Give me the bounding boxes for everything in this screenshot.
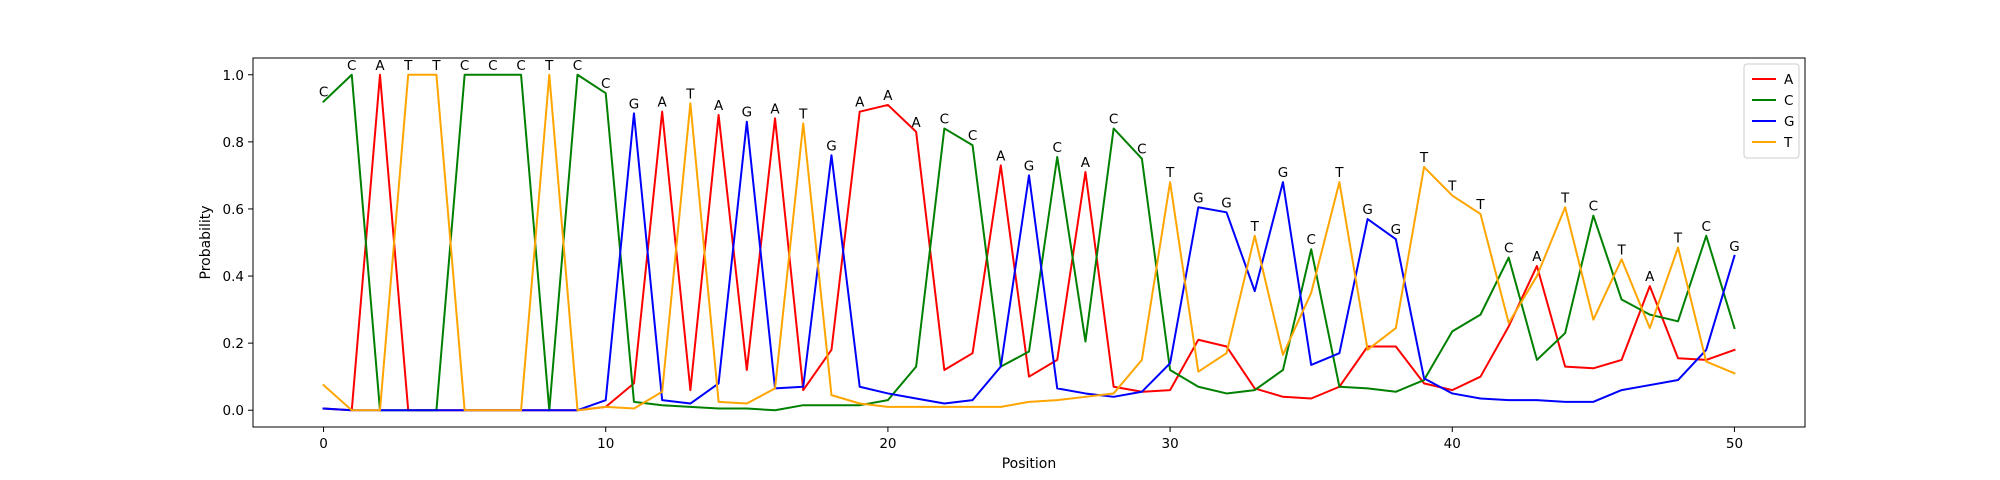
base-label: C: [1702, 219, 1711, 235]
legend-label-A: A: [1784, 72, 1794, 88]
base-label: C: [319, 85, 328, 101]
base-label: C: [968, 128, 977, 144]
y-tick-label: 1.0: [223, 68, 244, 84]
legend-label-G: G: [1784, 114, 1794, 130]
base-label: G: [1729, 239, 1739, 255]
plot-area: [253, 58, 1805, 427]
x-tick-label: 30: [1161, 436, 1178, 452]
base-label: T: [1616, 242, 1626, 258]
base-label: C: [601, 76, 610, 92]
base-label: C: [940, 111, 949, 127]
y-tick-label: 0.0: [223, 403, 244, 419]
base-label: A: [855, 95, 865, 111]
base-label: T: [1334, 165, 1344, 181]
x-tick-label: 50: [1726, 436, 1743, 452]
base-label: A: [996, 148, 1006, 164]
legend-label-C: C: [1784, 93, 1793, 109]
base-label: G: [742, 105, 752, 121]
base-label: T: [403, 58, 413, 74]
base-label: C: [1504, 241, 1513, 257]
legend-label-T: T: [1783, 135, 1793, 151]
x-axis-ticks: 0 10 20 30 40 50: [319, 427, 1743, 452]
base-label: G: [1221, 195, 1231, 211]
x-tick-label: 40: [1444, 436, 1461, 452]
base-label: A: [658, 95, 668, 111]
base-label: C: [1589, 199, 1598, 215]
x-axis-label: Position: [1002, 456, 1057, 472]
base-label: T: [798, 106, 808, 122]
base-label: C: [460, 58, 469, 74]
base-label: A: [1645, 269, 1655, 285]
base-label: T: [431, 58, 441, 74]
base-label: A: [883, 88, 893, 104]
y-tick-label: 0.8: [223, 135, 244, 151]
base-label: A: [1081, 155, 1091, 171]
base-label: T: [1447, 179, 1457, 195]
base-label: T: [685, 86, 695, 102]
base-label: A: [714, 98, 724, 114]
base-label: G: [1193, 190, 1203, 206]
base-label: A: [912, 115, 922, 131]
y-tick-label: 0.4: [223, 269, 244, 285]
y-tick-label: 0.2: [223, 336, 244, 352]
base-label: A: [770, 101, 780, 117]
base-label: C: [1306, 232, 1315, 248]
base-label: G: [629, 96, 639, 112]
series-lines: [322, 73, 1736, 412]
base-label: T: [1673, 231, 1683, 247]
y-tick-label: 0.6: [223, 202, 244, 218]
base-label: T: [544, 58, 554, 74]
base-label: T: [1475, 197, 1485, 213]
base-label: A: [375, 58, 385, 74]
base-label: C: [1052, 140, 1061, 156]
base-label: G: [1024, 158, 1034, 174]
base-label: C: [1137, 142, 1146, 158]
base-label: T: [1419, 150, 1429, 166]
series-line-C: [322, 73, 1736, 412]
plot-frame: [252, 57, 1806, 428]
y-axis-label: Probability: [198, 205, 214, 279]
base-label: G: [1362, 202, 1372, 218]
base-label: T: [1165, 165, 1175, 181]
base-label: C: [516, 58, 525, 74]
base-labels: C C A T T C C C T C C G A T A G A T G A A A C C A G C A C C T G G T G C T G G T…: [319, 58, 1740, 285]
base-label: C: [488, 58, 497, 74]
series-line-T: [322, 73, 1736, 412]
x-tick-label: 10: [597, 436, 614, 452]
base-label: T: [1250, 219, 1260, 235]
base-label: C: [347, 58, 356, 74]
base-label: C: [1109, 111, 1118, 127]
base-label: C: [573, 58, 582, 74]
base-label: T: [1560, 190, 1570, 206]
base-label: G: [826, 138, 836, 154]
base-label: A: [1532, 249, 1542, 265]
x-tick-label: 20: [879, 436, 896, 452]
series-line-G: [322, 112, 1736, 412]
y-axis-ticks: 0.0 0.2 0.4 0.6 0.8 1.0: [223, 68, 253, 419]
x-tick-label: 0: [319, 436, 328, 452]
legend-box: [1743, 63, 1800, 159]
base-label: G: [1391, 222, 1401, 238]
base-label: G: [1278, 165, 1288, 181]
